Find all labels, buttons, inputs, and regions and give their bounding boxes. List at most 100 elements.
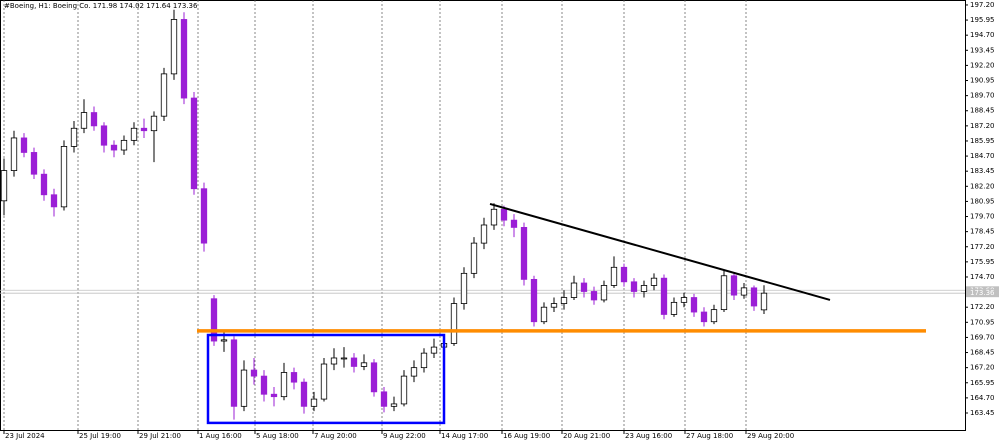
candle-body [280, 372, 288, 398]
candle-body [480, 224, 488, 244]
candle-body [330, 357, 338, 365]
candle-body [240, 369, 248, 407]
candle-body [400, 375, 408, 405]
y-tick-label: 190.95 [970, 77, 995, 85]
candle-body [410, 367, 418, 377]
x-tick-label: 16 Aug 19:00 [503, 432, 550, 440]
candle-body [500, 208, 508, 221]
candle-body [90, 112, 98, 127]
candle-body [460, 272, 468, 304]
candle-body [590, 291, 598, 301]
y-tick-label: 174.70 [970, 273, 995, 281]
candle-body [380, 391, 388, 407]
candle-body [530, 278, 538, 323]
x-tick-label: 14 Aug 17:00 [441, 432, 488, 440]
candle-body [490, 208, 498, 226]
candle-body [320, 363, 328, 400]
candle-body [690, 297, 698, 313]
price-label: 173.36 [970, 289, 995, 297]
candle-body [110, 144, 118, 151]
x-tick-label: 7 Aug 20:00 [314, 432, 357, 440]
x-tick-label: 5 Aug 18:00 [256, 432, 299, 440]
y-tick-label: 167.20 [970, 364, 995, 372]
y-tick-label: 197.20 [970, 1, 995, 9]
y-tick-label: 180.95 [970, 197, 995, 205]
candle-body [80, 112, 88, 129]
y-tick-label: 178.45 [970, 228, 995, 236]
candle-body [610, 266, 618, 286]
candle-body [160, 73, 168, 117]
candle-body [680, 297, 688, 303]
candle-body [30, 152, 38, 175]
candle-body [250, 369, 258, 377]
plot-frame [0, 0, 966, 431]
y-tick-label: 195.95 [970, 16, 995, 24]
y-tick-label: 164.70 [970, 394, 995, 402]
candle-body [40, 173, 48, 196]
candle-body [180, 19, 188, 99]
price-label-box [966, 289, 999, 298]
y-tick-label: 172.20 [970, 303, 995, 311]
candle-body [340, 357, 348, 360]
candle-body [450, 303, 458, 344]
y-tick-label: 168.45 [970, 349, 995, 357]
candle-body [760, 292, 768, 311]
candle-body [70, 127, 78, 147]
candle-body [260, 375, 268, 395]
candle-body [520, 227, 528, 280]
candle-body [540, 306, 548, 323]
candle-body [300, 381, 308, 407]
candle-body [710, 309, 718, 323]
x-tick-label: 25 Jul 19:00 [79, 432, 121, 440]
x-tick-label: 23 Aug 16:00 [625, 432, 672, 440]
candle-body [580, 282, 588, 292]
candle-body [170, 19, 178, 75]
y-tick-label: 163.45 [970, 409, 995, 417]
candle-body [220, 339, 228, 342]
candle-body [510, 219, 518, 228]
trend-line [489, 202, 831, 301]
y-tick-label: 182.20 [970, 182, 995, 190]
candle-body [200, 188, 208, 244]
candle-body [730, 275, 738, 296]
y-tick-label: 185.95 [970, 137, 995, 145]
y-tick-label: 189.70 [970, 92, 995, 100]
candle-body [190, 97, 198, 190]
y-tick-label: 184.70 [970, 152, 995, 160]
candle-body [270, 393, 278, 398]
candle-body [10, 137, 18, 171]
candle-body [470, 242, 478, 274]
y-tick-label: 187.20 [970, 122, 995, 130]
candle-body [640, 285, 648, 292]
candle-body [310, 398, 318, 407]
candle-body [620, 266, 628, 283]
candle-body [420, 352, 428, 369]
candle-body [740, 287, 748, 296]
y-tick-label: 165.95 [970, 379, 995, 387]
candle-body [650, 277, 658, 286]
candle-body [210, 298, 218, 342]
x-tick-label: 29 Jul 21:00 [139, 432, 181, 440]
chart-title: #Boeing, H1: Boeing Co. 171.98 174.02 17… [4, 2, 198, 10]
range-box [206, 333, 446, 425]
candle-body [560, 297, 568, 304]
candle-body [290, 372, 298, 383]
candle-body [230, 339, 238, 407]
candle-body [630, 281, 638, 292]
candle-body [360, 362, 368, 367]
candle-body [570, 282, 578, 298]
candle-body [350, 357, 358, 367]
y-tick-label: 193.45 [970, 46, 995, 54]
x-tick-label: 29 Aug 20:00 [747, 432, 794, 440]
candle-body [600, 285, 608, 301]
y-tick-label: 170.95 [970, 318, 995, 326]
candle-body [20, 137, 28, 153]
y-tick-label: 177.20 [970, 243, 995, 251]
y-tick-label: 192.20 [970, 61, 995, 69]
candle-body [120, 139, 128, 151]
candle-body [720, 275, 728, 311]
y-tick-label: 169.70 [970, 333, 995, 341]
